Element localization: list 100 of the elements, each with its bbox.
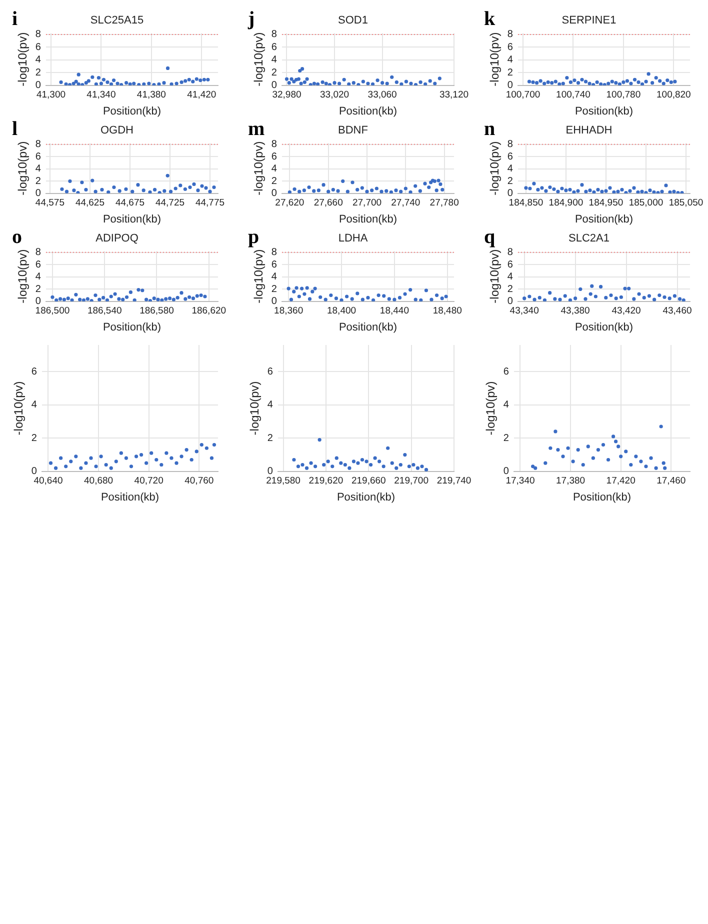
x-tick-label: 186,620 [192, 306, 226, 317]
point [647, 294, 652, 298]
point [68, 82, 72, 86]
y-tick-label: 2 [35, 67, 42, 78]
point [408, 288, 412, 292]
y-tick-label: 6 [271, 259, 278, 270]
point [192, 182, 196, 186]
point [178, 184, 182, 188]
point [144, 461, 148, 465]
point [527, 80, 532, 84]
y-tick-label: 4 [267, 400, 274, 411]
point [166, 174, 170, 178]
point [292, 187, 296, 191]
x-tick-label: 184,850 [508, 198, 544, 209]
point [668, 296, 672, 300]
point [619, 454, 623, 458]
point [390, 461, 394, 465]
point [289, 298, 294, 302]
point [184, 297, 188, 301]
point [312, 82, 316, 86]
point [162, 189, 166, 193]
point [658, 293, 662, 298]
x-tick-label: 18,400 [326, 306, 356, 317]
text: m [248, 118, 265, 140]
y-tick-label: 4 [507, 164, 514, 175]
point [673, 80, 677, 84]
point [162, 81, 166, 85]
point [648, 188, 652, 192]
point [74, 292, 78, 296]
point [147, 82, 151, 86]
text: q [484, 226, 496, 248]
point [434, 293, 439, 298]
y-tick-label: 2 [507, 67, 514, 78]
point [554, 80, 558, 84]
point [373, 456, 377, 460]
y-tick-label: 4 [35, 272, 42, 283]
point [304, 466, 309, 470]
y-tick-label: 6 [507, 151, 514, 162]
x-tick-label: 185,050 [668, 198, 704, 209]
x-tick-label: 18,360 [274, 306, 304, 317]
point [376, 293, 380, 298]
point [180, 291, 184, 295]
point [191, 296, 196, 300]
point [312, 189, 316, 193]
point [548, 185, 552, 190]
point [365, 190, 369, 194]
point [622, 80, 626, 84]
point [99, 82, 104, 86]
point [360, 298, 364, 302]
point [588, 82, 592, 86]
point [629, 82, 633, 86]
point [334, 456, 338, 460]
point [580, 78, 584, 82]
point [60, 187, 64, 191]
point [528, 186, 532, 190]
point [538, 296, 542, 300]
point [616, 444, 620, 448]
point [568, 298, 572, 302]
x-tick-label: 27,700 [352, 198, 382, 209]
point [84, 461, 88, 465]
text: i [12, 8, 18, 30]
point [601, 442, 606, 447]
x-tick-label: 41,380 [136, 90, 166, 101]
point [297, 294, 301, 298]
point [652, 190, 656, 194]
point [614, 440, 618, 444]
point [62, 298, 66, 302]
point [531, 80, 535, 84]
point [666, 78, 670, 82]
point [184, 79, 188, 83]
point [636, 80, 640, 84]
y-tick-label: 0 [35, 296, 42, 308]
point [326, 190, 330, 194]
point [535, 81, 539, 85]
point [204, 186, 208, 190]
point [294, 286, 298, 290]
point [350, 297, 354, 301]
y-tick-label: 6 [271, 42, 278, 53]
x-tick-label: 44,725 [155, 198, 185, 209]
point [300, 67, 304, 71]
point [600, 190, 604, 194]
point [546, 80, 550, 84]
x-tick-label: 17,460 [656, 476, 686, 487]
point [94, 464, 98, 468]
point [96, 76, 101, 80]
point [336, 189, 340, 193]
point [532, 298, 536, 302]
x-axis-title: Position(kb) [572, 491, 632, 504]
point [183, 187, 187, 191]
point [591, 456, 595, 460]
point [620, 188, 624, 192]
point [588, 292, 592, 296]
point [380, 81, 384, 85]
point [568, 80, 573, 84]
point [664, 184, 668, 188]
point [94, 82, 98, 86]
point [394, 188, 398, 192]
point [625, 79, 630, 83]
point [74, 80, 78, 84]
point [350, 180, 354, 184]
